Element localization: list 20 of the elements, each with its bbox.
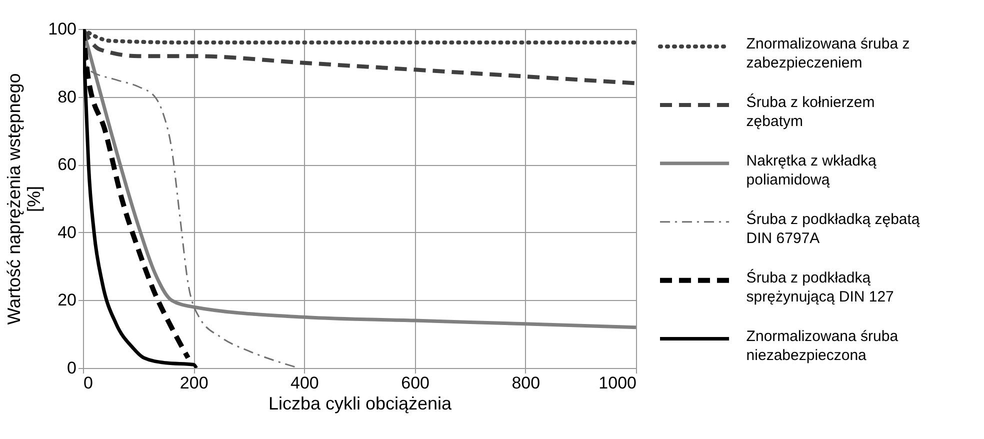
x-tick-label: 1000 xyxy=(598,374,636,392)
x-tick-label: 0 xyxy=(84,374,93,392)
y-tick-label: 40 xyxy=(58,222,76,242)
legend-label: Nakrętka z wkładką poliamidową xyxy=(746,152,878,188)
x-tick-label: 800 xyxy=(512,374,540,392)
y-tick-label: 100 xyxy=(48,20,76,38)
legend-label: Śruba z kołnierzem zębatym xyxy=(746,92,875,130)
y-tick-label: 60 xyxy=(58,155,76,174)
legend-label: Śruba z podkładką zębatą DIN 6797A xyxy=(746,210,920,247)
legend-label: Znormalizowana śruba z zabezpieczeniem xyxy=(746,36,910,72)
x-tick-label: 400 xyxy=(290,374,319,392)
y-tick-label: 80 xyxy=(58,87,76,106)
y-tick-label: 20 xyxy=(58,290,76,310)
y-tick-label: 0 xyxy=(67,358,76,378)
x-tick-label: 200 xyxy=(180,374,208,392)
x-tick-label: 600 xyxy=(401,374,430,392)
legend-label: Śruba z podkładką sprężynującą DIN 127 xyxy=(746,268,894,306)
legend-label: Znormalizowana śruba niezabezpieczona xyxy=(746,328,899,364)
y-axis-title: Wartość naprężenia wstępnego [%] xyxy=(4,73,44,325)
x-axis-title: Liczba cykli obciążenia xyxy=(268,394,453,414)
